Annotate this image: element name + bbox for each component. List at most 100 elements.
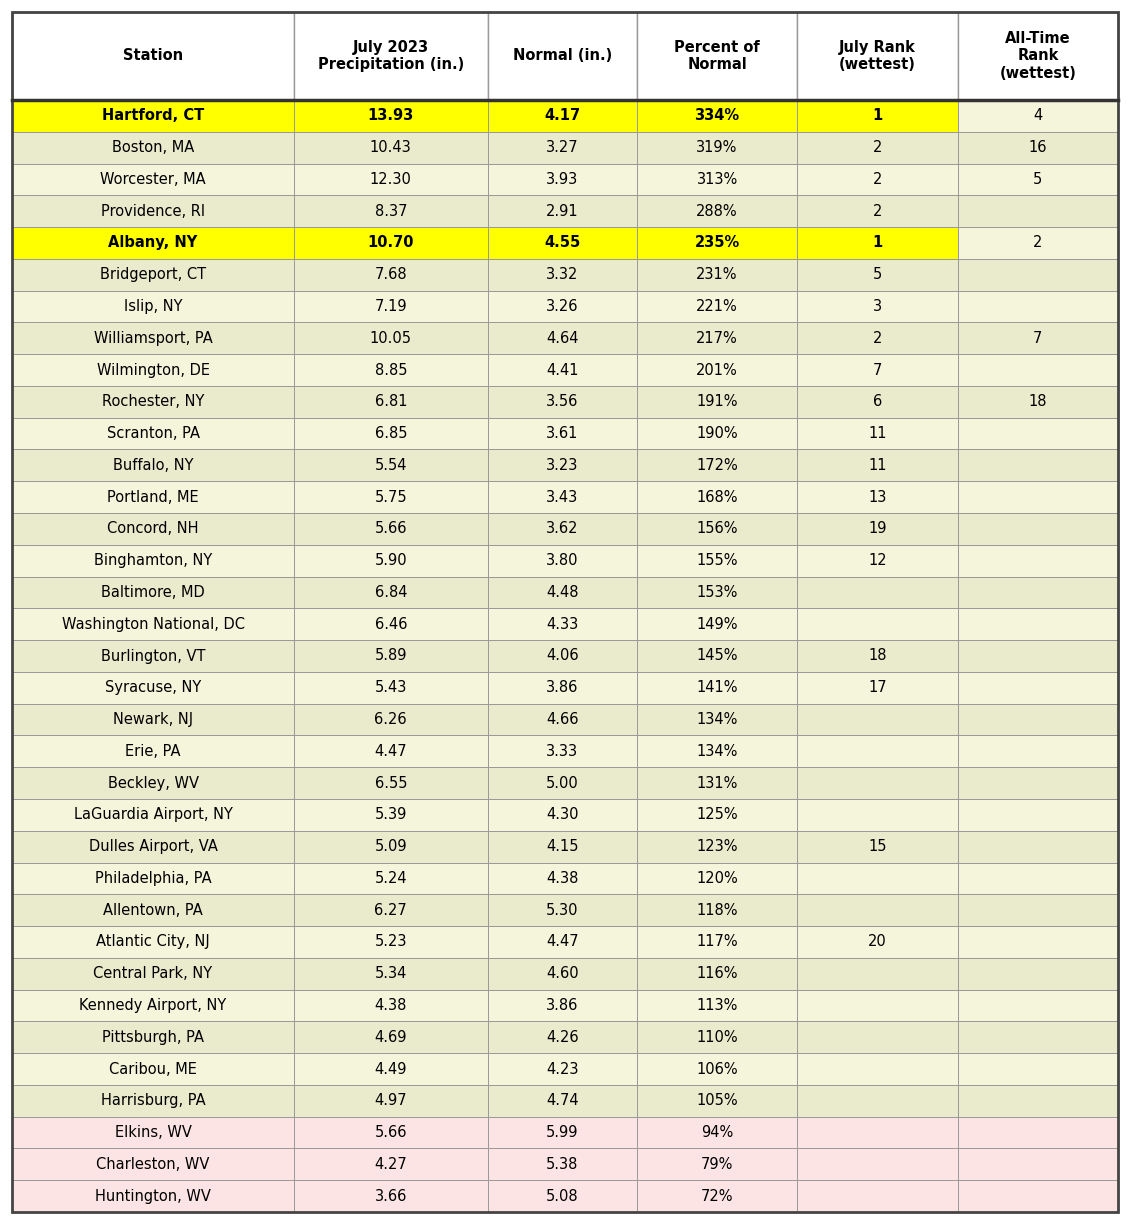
Text: 4.41: 4.41	[546, 362, 579, 377]
Text: July 2023
Precipitation (in.): July 2023 Precipitation (in.)	[318, 40, 464, 72]
Text: 5.23: 5.23	[374, 934, 407, 950]
Bar	[12, 100, 294, 132]
Bar	[957, 132, 1118, 164]
Text: 3.80: 3.80	[546, 553, 579, 568]
Text: All-Time
Rank
(wettest): All-Time Rank (wettest)	[999, 31, 1076, 81]
Bar	[487, 989, 637, 1021]
Bar	[294, 12, 487, 100]
Bar	[487, 545, 637, 577]
Bar	[12, 767, 294, 799]
Text: 334%: 334%	[695, 109, 740, 124]
Text: Caribou, ME: Caribou, ME	[110, 1061, 197, 1077]
Bar	[12, 132, 294, 164]
Text: 6.46: 6.46	[374, 617, 407, 632]
Text: 4.30: 4.30	[546, 808, 579, 823]
Text: 3.61: 3.61	[546, 426, 579, 441]
Text: Station: Station	[123, 49, 183, 64]
Bar	[487, 228, 637, 258]
Bar	[957, 736, 1118, 767]
Bar	[12, 258, 294, 290]
Bar	[12, 989, 294, 1021]
Text: 18: 18	[1028, 394, 1048, 409]
Text: 4.33: 4.33	[546, 617, 579, 632]
Text: 118%: 118%	[696, 902, 738, 918]
Text: 5.24: 5.24	[374, 871, 407, 886]
Bar	[487, 704, 637, 736]
Bar	[798, 831, 957, 863]
Bar	[957, 640, 1118, 672]
Text: 221%: 221%	[696, 299, 738, 315]
Bar	[294, 513, 487, 545]
Bar	[294, 386, 487, 417]
Bar	[957, 989, 1118, 1021]
Text: Concord, NH: Concord, NH	[107, 521, 199, 536]
Text: 168%: 168%	[696, 490, 738, 504]
Bar	[12, 196, 294, 228]
Bar	[487, 577, 637, 608]
Text: 5.66: 5.66	[374, 521, 407, 536]
Text: 6.27: 6.27	[374, 902, 407, 918]
Bar	[957, 1053, 1118, 1084]
Bar	[12, 164, 294, 196]
Bar	[957, 386, 1118, 417]
Text: 16: 16	[1028, 141, 1048, 155]
Text: Boston, MA: Boston, MA	[112, 141, 194, 155]
Bar	[487, 831, 637, 863]
Bar	[487, 608, 637, 640]
Bar	[798, 1148, 957, 1180]
Bar	[487, 290, 637, 322]
Bar	[637, 12, 798, 100]
Bar	[957, 1084, 1118, 1116]
Bar	[957, 258, 1118, 290]
Text: Providence, RI: Providence, RI	[101, 203, 205, 219]
Bar	[487, 12, 637, 100]
Text: 7: 7	[872, 362, 883, 377]
Bar	[12, 927, 294, 958]
Text: Newark, NJ: Newark, NJ	[113, 712, 193, 727]
Text: 3.93: 3.93	[546, 171, 579, 187]
Bar	[637, 449, 798, 481]
Text: 2: 2	[1033, 235, 1043, 251]
Bar	[957, 863, 1118, 895]
Text: Rochester, NY: Rochester, NY	[102, 394, 205, 409]
Text: 10.05: 10.05	[370, 330, 411, 346]
Bar	[798, 258, 957, 290]
Bar	[798, 1084, 957, 1116]
Bar	[957, 672, 1118, 704]
Text: 3.23: 3.23	[546, 458, 579, 472]
Bar	[637, 831, 798, 863]
Text: 5.08: 5.08	[546, 1189, 579, 1203]
Text: 4.38: 4.38	[546, 871, 579, 886]
Text: 3.33: 3.33	[546, 744, 579, 759]
Bar	[637, 577, 798, 608]
Bar	[487, 196, 637, 228]
Bar	[798, 767, 957, 799]
Bar	[798, 290, 957, 322]
Bar	[12, 736, 294, 767]
Bar	[798, 1021, 957, 1053]
Bar	[637, 927, 798, 958]
Text: 4.64: 4.64	[546, 330, 579, 346]
Bar	[487, 513, 637, 545]
Bar	[957, 927, 1118, 958]
Bar	[957, 513, 1118, 545]
Bar	[294, 831, 487, 863]
Bar	[487, 449, 637, 481]
Bar	[294, 417, 487, 449]
Bar	[12, 1053, 294, 1084]
Text: 235%: 235%	[695, 235, 740, 251]
Text: Charleston, WV: Charleston, WV	[96, 1157, 210, 1171]
Text: Huntington, WV: Huntington, WV	[95, 1189, 211, 1203]
Text: 131%: 131%	[696, 776, 738, 791]
Text: 4.23: 4.23	[546, 1061, 579, 1077]
Text: 5.30: 5.30	[546, 902, 579, 918]
Text: 10.43: 10.43	[370, 141, 411, 155]
Bar	[798, 1116, 957, 1148]
Bar	[957, 608, 1118, 640]
Bar	[294, 799, 487, 831]
Bar	[294, 736, 487, 767]
Bar	[487, 863, 637, 895]
Bar	[798, 513, 957, 545]
Bar	[637, 863, 798, 895]
Text: Binghamton, NY: Binghamton, NY	[94, 553, 212, 568]
